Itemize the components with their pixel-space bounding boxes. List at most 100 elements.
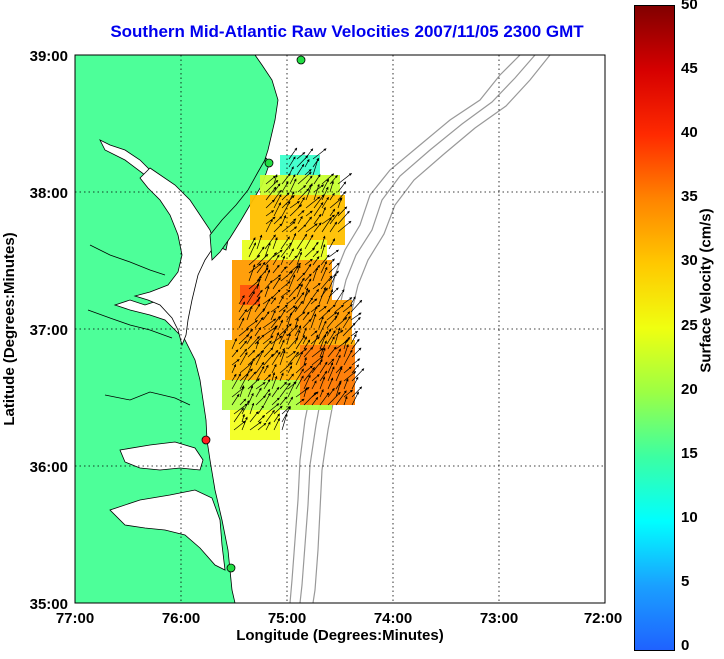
velocity-arrow	[313, 213, 322, 225]
velocity-arrow	[311, 380, 317, 390]
velocity-arrow	[279, 362, 293, 374]
velocity-arrow	[311, 334, 319, 350]
velocity-arrow	[279, 372, 284, 382]
velocity-arrow	[270, 335, 283, 345]
x-axis-label: Longitude (Degrees:Minutes)	[236, 627, 444, 644]
colorbar-tick: 5	[681, 573, 690, 590]
station-marker	[264, 158, 274, 168]
velocity-arrow	[281, 181, 289, 193]
velocity-arrow	[278, 295, 284, 305]
velocity-arrow	[312, 256, 320, 266]
velocity-arrow	[343, 339, 348, 350]
y-tick-label: 35:00	[30, 596, 68, 613]
velocity-arrow	[304, 169, 312, 176]
velocity-arrow	[257, 415, 265, 423]
delmarva-peninsula	[209, 157, 271, 261]
velocity-arrow	[231, 373, 242, 390]
velocity-arrow	[295, 363, 307, 374]
velocity-arrow	[273, 405, 283, 415]
velocity-arrow	[303, 387, 308, 398]
velocity-arrow	[280, 266, 287, 274]
colorbar-label: Surface Velocity (cm/s)	[697, 208, 715, 373]
velocity-arrow	[241, 400, 250, 415]
velocity-arrow	[256, 289, 263, 298]
velocity-arrow	[289, 201, 300, 209]
velocity-arrow	[312, 267, 318, 282]
colorbar-tick: 30	[681, 252, 698, 269]
velocity-arrow	[281, 215, 287, 225]
velocity-arrow	[265, 421, 271, 431]
velocity-arrow	[318, 330, 329, 345]
velocity-arrow	[318, 286, 326, 305]
y-tick-label: 39:00	[30, 48, 68, 65]
velocity-arrow	[287, 365, 293, 374]
velocity-arrow	[248, 264, 256, 282]
velocity-arrow	[327, 391, 341, 406]
velocity-arrow	[313, 194, 325, 209]
velocity-arrow	[297, 185, 307, 193]
velocity-arrow	[241, 413, 245, 423]
velocity-arrow	[238, 301, 246, 313]
velocity-arrow	[295, 375, 304, 390]
velocity-arrow	[279, 350, 286, 366]
velocity-arrow	[262, 335, 274, 345]
velocity-arrow	[305, 196, 321, 209]
grid	[75, 55, 605, 603]
velocity-arrow	[310, 305, 318, 321]
velocity-arrow	[337, 220, 352, 233]
velocity-arrow	[318, 305, 327, 313]
velocity-arrow	[343, 389, 353, 398]
velocity-arrow	[326, 289, 334, 305]
velocity-arrow	[231, 359, 240, 366]
velocity-arrow	[320, 235, 326, 250]
velocity-arrow	[256, 275, 262, 290]
velocity-arrow	[297, 215, 303, 225]
velocity-arrow	[310, 298, 318, 305]
velocity-arrow	[280, 289, 291, 298]
velocity-arrow	[303, 374, 311, 390]
velocity-arrow	[246, 305, 253, 321]
velocity-arrow	[264, 285, 270, 298]
velocity-arrow	[313, 202, 324, 217]
velocity-arrow	[264, 280, 273, 290]
velocity-arrow	[326, 328, 332, 337]
velocity-arrow	[302, 336, 308, 345]
velocity-arrow	[321, 173, 335, 185]
velocity-arrow	[296, 264, 301, 274]
velocity-arrow	[231, 393, 240, 406]
velocity-arrow	[265, 409, 275, 423]
velocity-arrow	[280, 281, 291, 290]
velocity-arrow	[321, 217, 332, 233]
velocity-arrow	[288, 274, 296, 290]
velocity-arrow	[273, 183, 281, 193]
velocity-arrow	[263, 379, 271, 390]
albemarle-river	[104, 391, 191, 406]
velocity-arrow	[305, 216, 312, 225]
velocity-arrow	[311, 359, 323, 374]
velocity-arrow	[271, 386, 280, 398]
velocity-arrow	[334, 330, 344, 337]
velocity-arrow	[302, 287, 309, 305]
velocity-arrow	[350, 296, 356, 305]
velocity-arrow	[329, 208, 336, 217]
velocity-arrow	[247, 357, 255, 374]
velocity-arrow	[257, 422, 267, 431]
colorbar-tick: 20	[681, 381, 698, 398]
velocity-arrow	[239, 398, 247, 406]
velocity-arrow	[288, 265, 299, 282]
colorbar-tick: 45	[681, 60, 698, 77]
velocity-arrow	[296, 251, 303, 266]
velocity-arrow	[328, 238, 336, 250]
velocity-arrow	[262, 311, 270, 321]
velocity-arrow	[248, 254, 261, 266]
velocity-arrow	[263, 353, 274, 366]
velocity-arrow	[281, 173, 291, 185]
velocity-arrow	[305, 223, 318, 233]
velocity-arrow	[279, 381, 287, 390]
velocity-arrow	[305, 210, 313, 217]
velocity-arrow	[255, 349, 264, 366]
velocity-arrow	[337, 206, 348, 217]
velocity-arrow	[278, 323, 292, 337]
velocity-arrow	[294, 300, 303, 313]
velocity-arrow	[238, 309, 248, 321]
